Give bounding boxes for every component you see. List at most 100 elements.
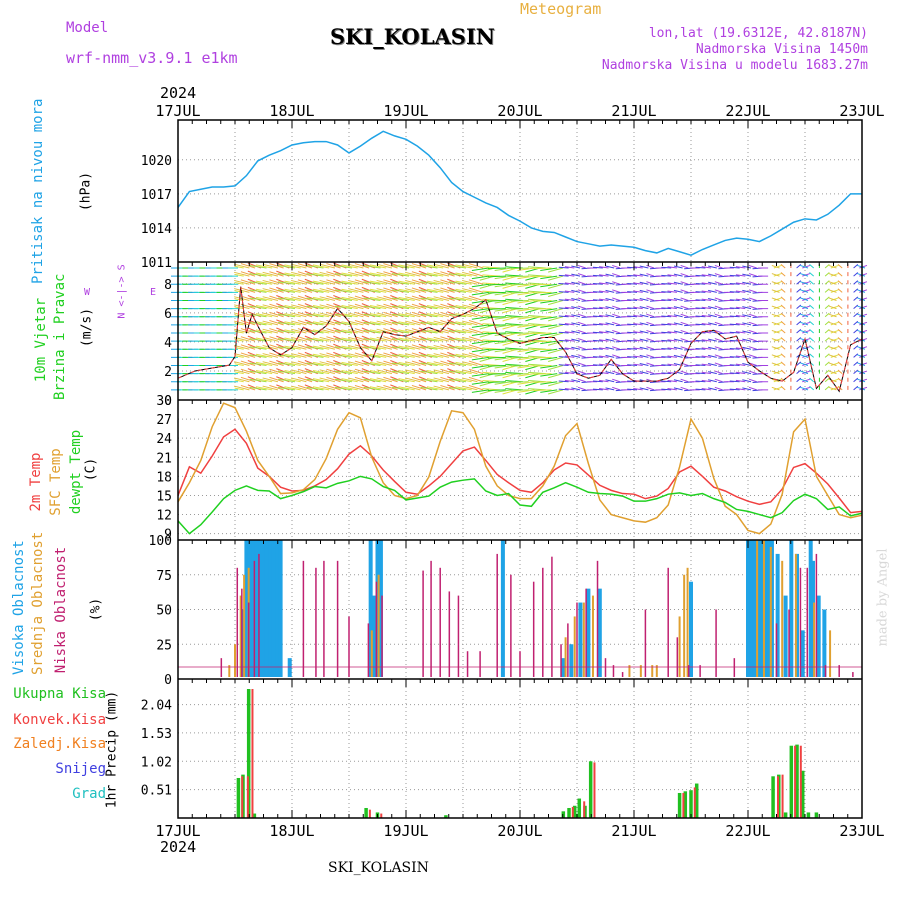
wind-arrow — [363, 305, 381, 310]
wind-arrow — [269, 360, 284, 366]
cloud-bar-low_cloud — [733, 658, 736, 677]
wind-arrow — [558, 266, 569, 269]
wind-arrow — [482, 274, 501, 277]
wind-arrow — [528, 274, 546, 277]
wind-arrow — [558, 299, 569, 301]
wind-arrow — [708, 281, 717, 285]
wind-arrow — [383, 295, 398, 301]
wind-arrow — [571, 330, 581, 334]
wind-arrow — [548, 291, 564, 297]
wind-arrow — [809, 288, 815, 293]
cloud-bar-low_cloud — [510, 574, 512, 677]
precip-bar-total_precip — [789, 745, 794, 818]
wind-arrow — [284, 288, 301, 293]
wind-arrow — [363, 378, 381, 383]
temp-tick-label: 9 — [164, 528, 172, 543]
wind-arrow — [269, 319, 284, 326]
lonlat-text: lon,lat (19.6312E, 42.8187N) — [648, 26, 868, 41]
wind-arrow — [773, 346, 782, 350]
wind-arrow — [612, 313, 621, 318]
wind-arrow — [548, 365, 564, 371]
wind-arrow — [262, 361, 279, 366]
wind-arrow — [802, 338, 811, 342]
wind-arrow — [802, 264, 811, 269]
wind-arrow — [592, 331, 603, 334]
wind-arrow — [335, 330, 353, 334]
cloud-tick-label: 0 — [164, 673, 172, 688]
wind-arrow — [533, 356, 552, 359]
wind-arrow — [411, 344, 427, 350]
wind-arrow — [667, 274, 677, 277]
wind-arrow — [398, 272, 415, 277]
wind-arrow — [517, 291, 535, 296]
wind-arrow — [262, 320, 279, 326]
wind-arrow — [592, 291, 603, 293]
wind-arrow — [291, 336, 307, 342]
wind-arrow — [830, 313, 839, 318]
wind-arrow — [800, 313, 809, 318]
wind-arrow — [592, 348, 603, 350]
wind-arrow — [558, 315, 569, 318]
wind-arrow — [234, 347, 244, 350]
wind-arrow — [828, 264, 837, 269]
wind-arrow — [411, 360, 427, 366]
wind-arrow — [494, 275, 512, 280]
wind-arrow — [440, 303, 455, 310]
wind-arrow — [468, 271, 484, 277]
wind-arrow — [800, 281, 809, 285]
wind-arrow — [748, 313, 757, 318]
wind-arrow — [558, 283, 569, 285]
wind-arrow — [312, 280, 330, 285]
wind-arrow — [462, 279, 478, 285]
pressure-tick-label: 1020 — [141, 154, 172, 169]
wind-arrow — [234, 385, 250, 391]
precip-bar-total_precip — [588, 761, 593, 818]
wind-arrow — [468, 279, 484, 285]
wind-arrow — [326, 368, 341, 375]
wind-arrow — [735, 355, 746, 358]
wind-arrow — [857, 354, 866, 358]
wind-arrow — [599, 306, 609, 310]
wind-arrow — [449, 346, 467, 350]
wind-arrow — [455, 329, 472, 334]
cloud-bar-low_cloud — [799, 567, 802, 677]
wind-arrow — [639, 330, 649, 334]
cloud-bar-low_cloud — [241, 588, 243, 677]
wind-arrow — [405, 353, 421, 358]
wind-arrow — [405, 328, 421, 334]
wind-arrow — [661, 339, 672, 342]
wind-arrow — [487, 389, 506, 392]
wind-arrow — [440, 344, 455, 350]
wind-arrow — [341, 345, 358, 350]
wind-arrow — [433, 385, 450, 391]
precip-bar-conv_precip — [571, 806, 574, 818]
wind-arrow — [426, 337, 444, 342]
wind-arrow — [449, 362, 467, 366]
wind-arrow — [383, 360, 398, 366]
wind-arrow — [510, 332, 529, 335]
wind-arrow — [646, 305, 655, 310]
cloud-bar-mid_cloud — [234, 644, 236, 677]
wind-arrow — [297, 368, 313, 375]
wind-arrow — [773, 362, 782, 366]
precip-bar-total_precip — [561, 811, 566, 818]
wind-arrow — [420, 273, 438, 277]
wind-arrow — [708, 273, 717, 277]
wind-arrow — [335, 378, 353, 383]
wind-arrow — [633, 355, 643, 358]
wind-arrow — [341, 329, 358, 334]
wind-arrow — [828, 329, 837, 334]
wind-arrow — [528, 347, 546, 350]
wind-arrow — [680, 346, 689, 350]
wind-tick-label: 6 — [164, 307, 172, 322]
wind-arrow — [240, 352, 256, 358]
wind-arrow — [284, 304, 301, 310]
wind-arrow — [249, 370, 267, 375]
cloud-bar-high_cloud — [763, 540, 768, 677]
legend-frz-precip: Zaledj.Kisa — [13, 736, 106, 752]
wind-arrow — [240, 376, 256, 383]
cloud-bar-high_cloud — [822, 609, 827, 677]
wind-arrow — [482, 355, 501, 358]
wind-arrow — [773, 370, 782, 375]
wind-arrow — [577, 281, 586, 285]
